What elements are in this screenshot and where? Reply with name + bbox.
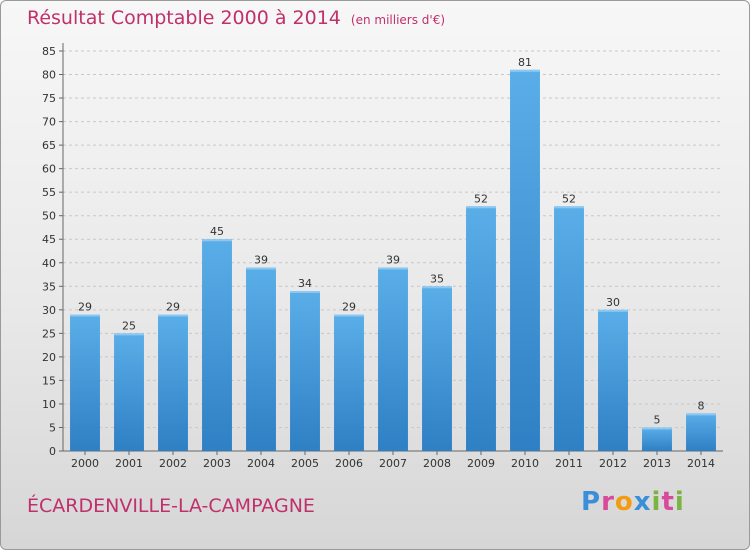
x-tick-label: 2000 [71, 457, 99, 470]
bar-top-highlight [334, 314, 364, 317]
bar-2006 [334, 314, 364, 451]
bar-2010 [510, 69, 540, 451]
bar-2008 [422, 286, 452, 451]
x-tick-label: 2003 [203, 457, 231, 470]
data-label: 29 [78, 301, 92, 314]
y-tick-label: 25 [42, 327, 56, 340]
y-tick-label: 70 [42, 116, 56, 129]
bar-top-highlight [466, 206, 496, 209]
x-tick-label: 2008 [423, 457, 451, 470]
bar-top-highlight [114, 333, 144, 336]
y-tick-label: 40 [42, 257, 56, 270]
logo-letter: P [581, 487, 602, 517]
y-tick-label: 60 [42, 163, 56, 176]
x-tick-label: 2010 [511, 457, 539, 470]
chart-unit-note: (en milliers d'€) [350, 13, 446, 27]
data-label: 45 [210, 225, 224, 238]
bar-2009 [466, 206, 496, 451]
logo-letter: i [651, 487, 662, 517]
bar-top-highlight [290, 291, 320, 293]
bar-2001 [114, 333, 144, 451]
x-tick-label: 2004 [247, 457, 275, 470]
bar-2007 [378, 267, 408, 451]
labels: 0510152025303540455055606570758085200029… [42, 45, 715, 470]
bar-2003 [202, 239, 232, 451]
logo-letter: x [633, 487, 652, 517]
data-label: 39 [254, 253, 268, 266]
bar-2004 [246, 267, 276, 451]
data-label: 35 [430, 272, 444, 285]
bar-top-highlight [378, 267, 408, 270]
x-tick-label: 2011 [555, 457, 583, 470]
bar-top-highlight [686, 413, 716, 416]
chart-title: Résultat Comptable 2000 à 2014 [27, 7, 341, 29]
bar-top-highlight [642, 427, 672, 430]
y-tick-label: 10 [42, 398, 56, 411]
data-label: 30 [606, 296, 620, 309]
y-tick-label: 80 [42, 69, 56, 82]
bar-top-highlight [554, 206, 584, 209]
y-tick-label: 55 [42, 186, 56, 199]
bar-top-highlight [158, 314, 188, 317]
x-tick-label: 2014 [687, 457, 715, 470]
bar-2014 [686, 413, 716, 451]
data-label: 25 [122, 319, 136, 332]
logo-letter: o [614, 487, 634, 517]
bar-2002 [158, 314, 188, 451]
x-tick-label: 2013 [643, 457, 671, 470]
logo-letter: i [674, 487, 685, 517]
bar-2012 [598, 309, 628, 451]
bar-top-highlight [246, 267, 276, 270]
y-tick-label: 0 [49, 445, 56, 458]
y-tick-label: 30 [42, 304, 56, 317]
title-row: Résultat Comptable 2000 à 2014 (en millie… [27, 7, 445, 29]
x-tick-label: 2006 [335, 457, 363, 470]
bar-2011 [554, 206, 584, 451]
x-tick-label: 2001 [115, 457, 143, 470]
bar-top-highlight [422, 286, 452, 289]
x-tick-label: 2012 [599, 457, 627, 470]
data-label: 52 [474, 192, 488, 205]
data-label: 52 [562, 192, 576, 205]
bar-top-highlight [510, 69, 540, 72]
bar-2013 [642, 427, 672, 451]
x-tick-label: 2005 [291, 457, 319, 470]
bar-2000 [70, 314, 100, 451]
data-label: 34 [298, 277, 312, 290]
y-tick-label: 20 [42, 351, 56, 364]
x-tick-label: 2007 [379, 457, 407, 470]
x-tick-label: 2009 [467, 457, 495, 470]
y-tick-label: 45 [42, 233, 56, 246]
bar-top-highlight [70, 314, 100, 317]
y-tick-label: 35 [42, 280, 56, 293]
proxiti-logo: Proxiti [581, 487, 685, 517]
y-tick-label: 50 [42, 210, 56, 223]
x-tick-label: 2002 [159, 457, 187, 470]
data-label: 29 [166, 301, 180, 314]
data-label: 8 [698, 399, 705, 412]
logo-letter: t [661, 487, 675, 517]
bar-top-highlight [598, 309, 628, 312]
bar-top-highlight [202, 239, 232, 242]
y-tick-label: 65 [42, 139, 56, 152]
bars [70, 69, 716, 451]
y-tick-label: 5 [49, 421, 56, 434]
y-tick-label: 85 [42, 45, 56, 58]
commune-name: ÉCARDENVILLE-LA-CAMPAGNE [27, 495, 315, 517]
y-tick-label: 75 [42, 92, 56, 105]
data-label: 5 [654, 413, 661, 426]
logo-letter: r [601, 487, 615, 517]
data-label: 29 [342, 301, 356, 314]
bar-2005 [290, 291, 320, 451]
data-label: 39 [386, 253, 400, 266]
y-tick-label: 15 [42, 374, 56, 387]
data-label: 81 [518, 56, 532, 69]
